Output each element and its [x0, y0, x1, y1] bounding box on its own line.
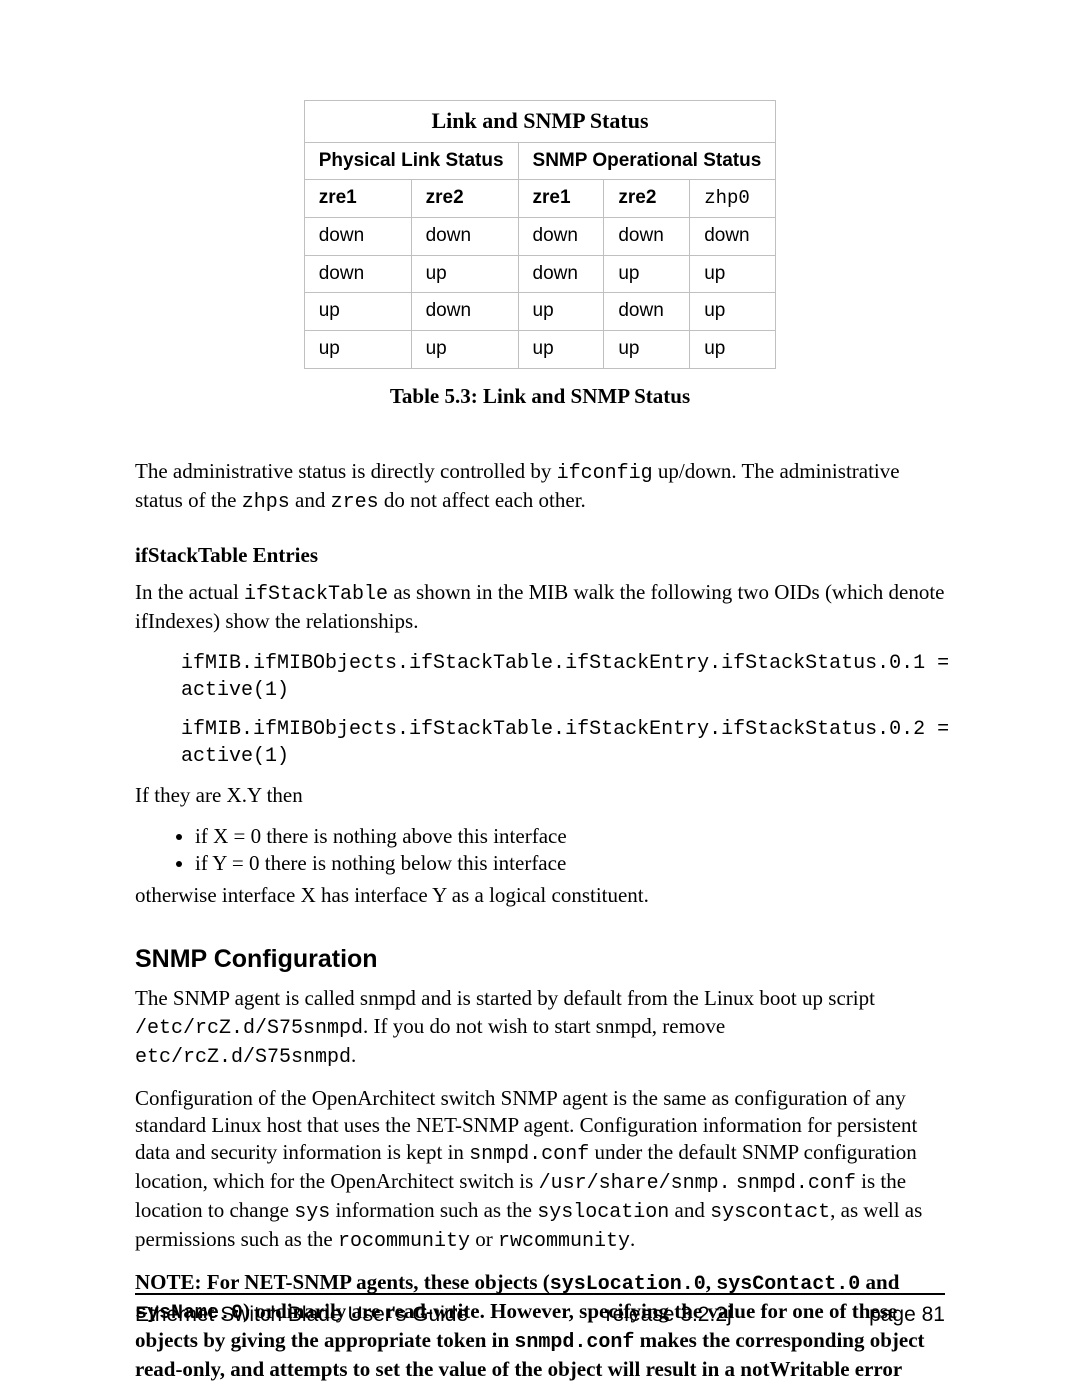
xy-bullet-list: if X = 0 there is nothing above this int… — [135, 823, 945, 878]
ifstacktable-heading: ifStackTable Entries — [135, 542, 945, 569]
xy-intro: If they are X.Y then — [135, 782, 945, 809]
col-zre2-op: zre2 — [604, 180, 690, 218]
footer-release: release 3.2.2j — [468, 1303, 869, 1327]
link-snmp-status-table: Link and SNMP Status Physical Link Statu… — [304, 100, 777, 369]
table-header-snmp: SNMP Operational Status — [518, 142, 776, 180]
table-title: Link and SNMP Status — [304, 101, 776, 143]
col-zre1-phy: zre1 — [304, 180, 411, 218]
admin-status-paragraph: The administrative status is directly co… — [135, 458, 945, 516]
col-zre1-op: zre1 — [518, 180, 604, 218]
snmp-agent-paragraph: The SNMP agent is called snmpd and is st… — [135, 985, 945, 1070]
footer-page: page 81 — [869, 1303, 945, 1327]
table-caption: Table 5.3: Link and SNMP Status — [135, 383, 945, 410]
table-row: up up up up up — [304, 331, 776, 369]
list-item: if Y = 0 there is nothing below this int… — [195, 850, 945, 877]
ifstacktable-paragraph: In the actual ifStackTable as shown in t… — [135, 579, 945, 635]
table-row: up down up down up — [304, 293, 776, 331]
code-block-2: ifMIB.ifMIBObjects.ifStackTable.ifStackE… — [181, 716, 945, 770]
table-row: down up down up up — [304, 255, 776, 293]
code-block-1: ifMIB.ifMIBObjects.ifStackTable.ifStackE… — [181, 650, 945, 704]
snmp-config-heading: SNMP Configuration — [135, 943, 945, 976]
list-item: if X = 0 there is nothing above this int… — [195, 823, 945, 850]
footer-title: Ethernet Switch Blade User's Guide — [135, 1303, 468, 1327]
table-header-physical: Physical Link Status — [304, 142, 518, 180]
snmp-config-paragraph: Configuration of the OpenArchitect switc… — [135, 1085, 945, 1256]
table-row: down down down down down — [304, 217, 776, 255]
page-footer: Ethernet Switch Blade User's Guide relea… — [135, 1293, 945, 1327]
col-zhp0: zhp0 — [690, 180, 776, 218]
xy-otherwise: otherwise interface X has interface Y as… — [135, 882, 945, 909]
col-zre2-phy: zre2 — [411, 180, 518, 218]
